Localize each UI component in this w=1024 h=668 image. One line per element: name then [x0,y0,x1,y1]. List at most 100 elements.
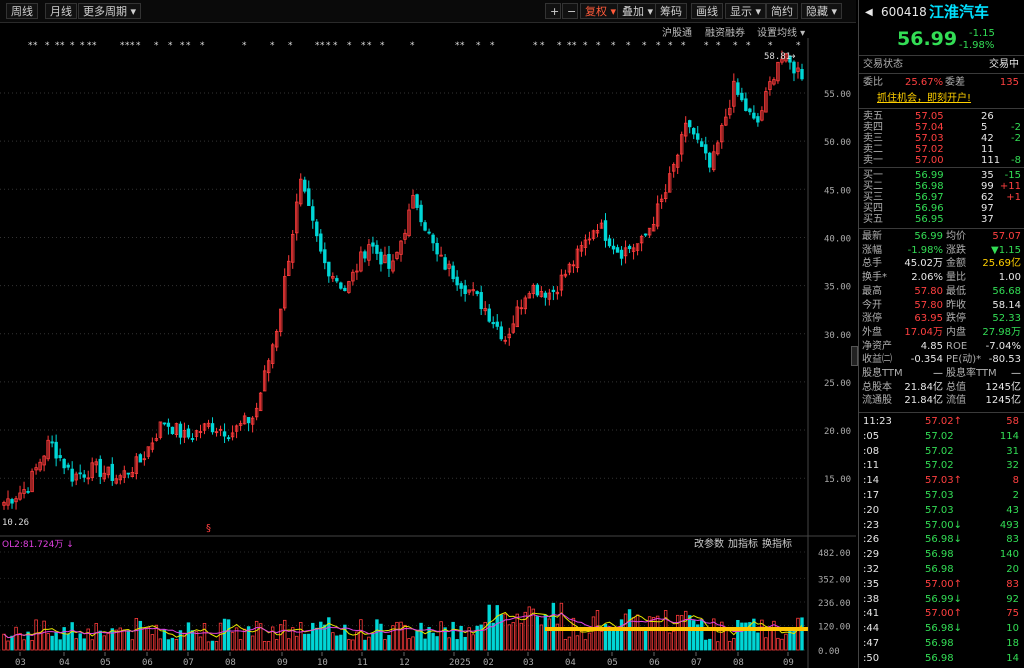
overlay-dropdown[interactable]: 叠加 ▾ [617,3,659,19]
candle-body [591,230,596,239]
candle-body [671,164,676,172]
candle-body [262,370,267,392]
candle-body [447,263,451,269]
candle-body [567,263,572,273]
candle-body [475,291,479,295]
candle-body [639,235,644,244]
event-star-icon: * [60,41,65,51]
candle-body [563,273,568,277]
candle-body [359,251,363,272]
candle-body [86,477,90,480]
event-star-icon: * [681,41,686,51]
weicha-value: 135 [999,77,1019,88]
set-ma-dropdown[interactable]: 设置均线 ▾ [757,28,806,39]
volume-bar [784,633,788,651]
promo-banner[interactable]: 抓住机会，即刻开户! [877,93,972,104]
volume-bar [230,632,235,651]
candle-body [307,188,311,206]
bid-row: 买三 56.97 62 +1 [859,191,1024,204]
x-tick-label: 05 [607,658,618,668]
tick-row: :26 56.98↓ 83 [859,533,1024,546]
display-dropdown[interactable]: 显示 ▾ [725,3,767,19]
volume-bar [728,640,732,651]
switch-indicator-button[interactable]: 换指标 [762,537,792,550]
volume-bar [375,619,379,651]
event-star-icon: * [288,41,293,51]
bid-level-label: 买二 [863,181,883,192]
candle-body [287,260,291,277]
stat-value: 63.95 [914,313,943,325]
candle-body [343,287,347,292]
prev-stock-icon[interactable]: ◀ [865,7,873,18]
volume-bar [363,639,367,651]
x-tick-label: 03 [523,658,534,668]
add-indicator-button[interactable]: 加指标 [728,537,758,550]
hk-connect-link[interactable]: 沪股通 [662,28,692,39]
zoom-in-button[interactable]: + [545,3,561,19]
tick-price: 57.03 [925,504,954,516]
stat-label: 收益㈡ [862,354,892,366]
volume-bar [158,638,163,651]
volume-bar [688,615,692,651]
bid-delta: -15 [1004,170,1021,181]
restore-rights-dropdown[interactable]: 复权 ▾ [580,3,622,19]
event-star-icon: * [130,41,135,51]
volume-bar [254,620,259,651]
event-star-icon: * [168,41,173,51]
candle-body [764,91,768,113]
weekly-button[interactable]: 周线 [6,3,38,19]
more-period-dropdown[interactable]: 更多周期 ▾ [78,3,142,19]
tick-time: :44 [863,623,880,635]
hide-dropdown[interactable]: 隐藏 ▾ [801,3,843,19]
volume-bar [58,639,62,651]
stat-row: 流通股 21.84亿 流值 1245亿 [859,394,1024,407]
candle-body [391,260,395,272]
candle-body [90,462,94,479]
candle-body [34,467,38,471]
margin-link[interactable]: 融资融券 [705,28,745,39]
candle-body [42,455,46,466]
tick-list[interactable]: 11:23 57.02↑ 58:05 57.02 114:08 57.02 31:11 57.… [859,415,1024,668]
change-params-button[interactable]: 改参数 [694,537,724,550]
candle-body [651,224,656,232]
x-tick-label: 03 [15,658,26,668]
candle-body [347,281,351,293]
chips-button[interactable]: 筹码 [655,3,687,19]
zoom-out-button[interactable]: − [562,3,578,19]
volume-bar [491,622,495,651]
volume-bar [150,634,155,651]
candle-body [780,58,784,63]
volume-bar [138,620,143,651]
ask-level-label: 卖一 [863,155,883,166]
event-star-icon: * [315,41,320,51]
panel-collapse-handle[interactable] [851,346,858,366]
candle-body [712,151,716,171]
high-price-label: 58.81 [764,52,791,62]
volume-bar [78,633,82,651]
volume-bar [539,624,544,651]
monthly-button[interactable]: 月线 [45,3,77,19]
kline-chart[interactable]: 55.00 50.00 45.00 40.00 35.00 30.00 25.00 20.00… [0,38,856,668]
tick-time: :47 [863,638,880,649]
candle-body [619,249,624,259]
volume-bar [639,627,644,651]
candle-body [6,498,10,506]
tick-volume: 20 [1006,564,1019,575]
candle-body [66,464,70,468]
candle-body [351,271,355,282]
volume-bar [619,619,624,651]
tick-row: :11 57.02 32 [859,459,1024,472]
tick-row: 11:23 57.02↑ 58 [859,415,1024,428]
ask-book: 卖五 57.05 26 卖四 57.04 5 -2 卖三 57.03 42 -2 卖二 57.02 11 卖… [859,110,1024,166]
candle-body [575,248,580,269]
event-star-icon: * [347,41,352,51]
draw-line-button[interactable]: 画线 [691,3,723,19]
tick-volume: 92 [1006,593,1019,605]
volume-bar [379,623,383,651]
tick-row: :29 56.98 140 [859,548,1024,561]
simple-button[interactable]: 简约 [766,3,798,19]
volume-bar [311,622,315,651]
event-marker: § [206,523,211,534]
volume-bar [18,633,22,651]
ask-price: 57.03 [915,133,944,144]
